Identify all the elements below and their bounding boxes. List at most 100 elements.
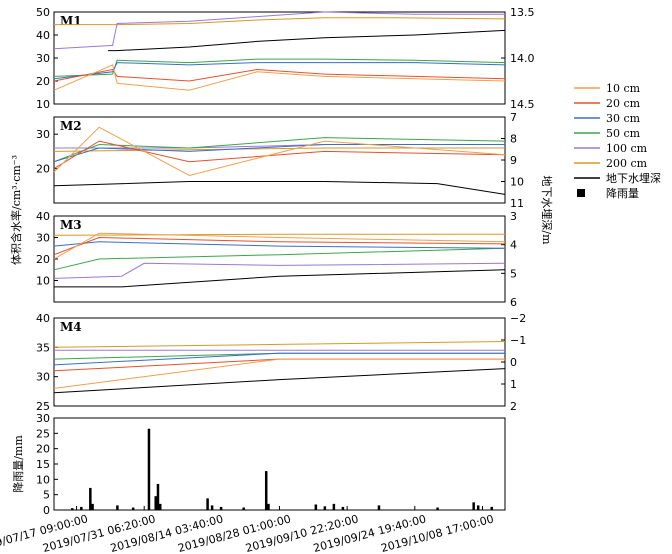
rain-bar bbox=[377, 505, 381, 510]
legend-label: 地下水埋深 bbox=[606, 172, 661, 185]
legend-label: 10 cm bbox=[606, 82, 641, 95]
panel-label-M2: M2 bbox=[60, 119, 82, 133]
series-line-M3-100cm bbox=[53, 262, 506, 279]
rain-y-tick-label: 20 bbox=[36, 443, 50, 456]
legend-swatch-rain bbox=[577, 189, 585, 197]
series-line-M4-50cm bbox=[53, 352, 505, 360]
y2-tick-label: 13.5 bbox=[510, 6, 535, 19]
rain-bar bbox=[242, 507, 245, 510]
y-tick-label: 10 bbox=[36, 98, 50, 111]
legend-label: 100 cm bbox=[606, 142, 648, 155]
rain-bar bbox=[71, 508, 74, 510]
rain-y-tick-label: 0 bbox=[43, 504, 50, 517]
rain-bar bbox=[131, 507, 135, 510]
y-tick-label: 20 bbox=[36, 163, 50, 176]
series-line-M2-10cm bbox=[53, 126, 506, 177]
y2-tick-label: 14.0 bbox=[510, 52, 535, 65]
rain-bar bbox=[219, 506, 223, 510]
y2-tick-label: 5 bbox=[510, 267, 517, 280]
rain-bar bbox=[323, 506, 327, 510]
series-line-M4-200cm bbox=[53, 341, 506, 348]
rain-bar bbox=[476, 505, 480, 510]
series-line-M2-30cm bbox=[53, 144, 505, 163]
rain-bar bbox=[314, 504, 318, 510]
rain-panel-frame bbox=[53, 417, 506, 511]
rain-axis-title: 降雨量/mm bbox=[11, 435, 25, 493]
rain-bar bbox=[158, 503, 162, 510]
y2-tick-label: 0 bbox=[510, 356, 517, 369]
y2-tick-label: 1 bbox=[510, 378, 517, 391]
y-tick-label: 35 bbox=[36, 341, 50, 354]
x-tick-label: 2019/10/08 17:00:00 bbox=[380, 512, 496, 554]
y-tick-label: 30 bbox=[36, 128, 50, 141]
y2-tick-label: −2 bbox=[510, 312, 526, 325]
series-line-M2-20cm bbox=[53, 140, 506, 170]
rain-bar bbox=[206, 498, 209, 510]
series-line-M3-200cm bbox=[53, 233, 505, 236]
y2-tick-label: 8 bbox=[510, 133, 517, 146]
y-tick-label: 40 bbox=[36, 312, 50, 325]
rain-bar bbox=[89, 487, 92, 510]
legend-label: 200 cm bbox=[606, 157, 648, 170]
y-tick-label: 20 bbox=[36, 75, 50, 88]
panel-frame-M4 bbox=[53, 317, 506, 407]
y2-tick-label: −1 bbox=[510, 334, 526, 347]
legend-label: 降雨量 bbox=[606, 186, 639, 200]
legend-label: 50 cm bbox=[606, 127, 641, 140]
rain-bar bbox=[332, 503, 336, 510]
series-line-M4-20cm bbox=[53, 358, 505, 372]
x-tick-label: 2019/07/31 06:20:00 bbox=[41, 512, 157, 554]
left-axis-title: 体积含水率/cm³·cm⁻³ bbox=[9, 155, 23, 265]
panel-label-M1: M1 bbox=[60, 14, 82, 28]
series-line-M1-20cm bbox=[53, 68, 506, 82]
rain-bar bbox=[264, 471, 268, 510]
y2-tick-label: 10 bbox=[510, 176, 524, 189]
y2-tick-label: 9 bbox=[510, 154, 517, 167]
series-line-M1-10cm bbox=[53, 64, 506, 91]
legend-label: 20 cm bbox=[606, 97, 641, 110]
rain-bar bbox=[91, 503, 94, 510]
y-tick-label: 30 bbox=[36, 371, 50, 384]
series-line-M3-50cm bbox=[53, 247, 506, 271]
series-line-M3-地下水埋深 bbox=[54, 269, 506, 288]
panel-frame-M3 bbox=[53, 215, 506, 303]
series-line-M2-地下水埋深 bbox=[53, 181, 506, 195]
y-tick-label: 40 bbox=[36, 29, 50, 42]
y-tick-label: 10 bbox=[36, 275, 50, 288]
x-tick-label: 2019/09/24 19:40:00 bbox=[312, 512, 428, 554]
y-tick-label: 30 bbox=[36, 52, 50, 65]
rain-bar bbox=[341, 506, 345, 510]
panel-frame-M1 bbox=[53, 11, 506, 105]
series-line-M3-10cm bbox=[53, 232, 506, 260]
series-line-M1-50cm bbox=[53, 58, 506, 77]
y2-tick-label: 6 bbox=[510, 296, 517, 309]
y2-tick-label: 3 bbox=[510, 210, 517, 223]
rain-bar bbox=[80, 506, 83, 510]
y-tick-label: 50 bbox=[36, 6, 50, 19]
panel-label-M4: M4 bbox=[60, 320, 82, 334]
rain-bar bbox=[436, 507, 439, 510]
rain-bar bbox=[472, 502, 475, 510]
series-line-M4-10cm bbox=[53, 358, 505, 389]
y2-tick-label: 14.5 bbox=[510, 98, 535, 111]
y2-tick-label: 4 bbox=[510, 239, 517, 252]
series-line-M1-地下水埋深 bbox=[108, 29, 506, 52]
x-tick-label: 2019/08/28 01:00:00 bbox=[177, 512, 293, 554]
rain-bar bbox=[267, 503, 270, 510]
panel-frame-M2 bbox=[53, 116, 506, 204]
series-line-M1-100cm bbox=[53, 11, 505, 50]
rain-bar bbox=[156, 483, 160, 510]
rain-y-tick-label: 30 bbox=[36, 412, 50, 425]
rain-bar bbox=[490, 506, 493, 510]
legend-label: 30 cm bbox=[606, 112, 641, 125]
right-axis-title: 地下水埋深/m bbox=[540, 175, 553, 245]
rain-y-tick-label: 25 bbox=[36, 427, 50, 440]
x-tick-label: 2019/09/10 22:20:00 bbox=[244, 512, 360, 554]
y-tick-label: 40 bbox=[36, 210, 50, 223]
y2-tick-label: 2 bbox=[510, 400, 517, 413]
rain-bar bbox=[154, 496, 157, 510]
y-tick-label: 25 bbox=[36, 400, 50, 413]
y-tick-label: 20 bbox=[36, 253, 50, 266]
y-tick-label: 30 bbox=[36, 232, 50, 245]
